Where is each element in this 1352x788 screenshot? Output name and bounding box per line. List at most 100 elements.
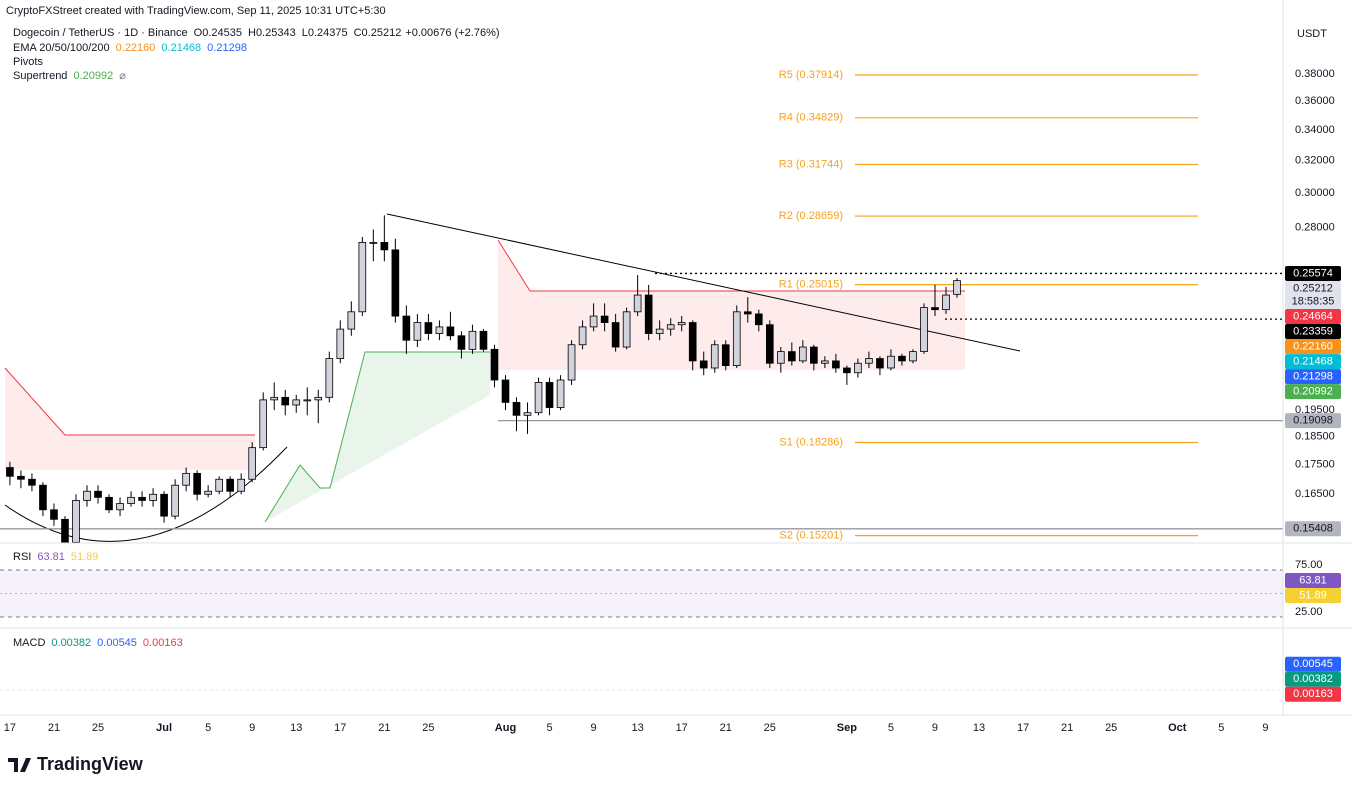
candle-body [61,518,69,543]
candle-body [237,478,245,492]
x-tick-label: 21 [378,722,390,734]
candle-body [127,496,135,504]
candle-body [83,490,91,501]
candle-body [468,330,477,350]
candle-body [523,412,532,416]
candle-body [303,399,312,402]
y-tick-label: 25.00 [1295,606,1323,618]
x-tick-label: 9 [1262,722,1268,734]
candle-body [259,399,268,449]
trendline [4,446,288,542]
candle-body [446,326,455,337]
macd-value: 0.00163 [143,637,183,649]
price-label: 0.00163 [1293,688,1333,700]
x-tick-label: 9 [932,722,938,734]
candle-body [17,475,25,480]
price-label: 63.81 [1299,574,1327,586]
candle-body [402,315,411,341]
attribution: CryptoFXStreet created with TradingView.… [6,5,386,17]
candle-body [611,322,620,348]
candle-body [369,241,378,244]
candle-body [204,490,212,495]
candle-body [281,396,290,406]
countdown: 18:58:35 [1292,295,1335,307]
candle-body [215,478,223,492]
supertrend-line [497,239,965,292]
x-tick-label: 13 [290,722,302,734]
candle-body [270,396,279,401]
ema-value: 0.21468 [161,42,201,54]
candle-body [765,324,774,364]
y-tick-label: 0.30000 [1295,187,1335,199]
candle-body [931,307,939,311]
candle-body [94,490,102,498]
candle-body [435,326,444,334]
x-tick-label: 25 [92,722,104,734]
candle-body [512,402,521,416]
candle-body [193,472,201,495]
supertrend-line [4,367,255,436]
x-tick-label: 25 [1105,722,1117,734]
candle-body [567,344,576,381]
candle-body [887,355,895,369]
candle-body [226,478,234,492]
y-tick-label: 0.16500 [1295,488,1335,500]
x-tick-label: 17 [676,722,688,734]
change: +0.00676 (+2.76%) [405,27,499,39]
candle-body [72,500,80,543]
legend-row: EMA 20/50/100/200 0.22160 0.21468 0.21298 [13,42,247,54]
pivot-label: R2 (0.28659) [779,210,843,222]
candle-body [633,294,642,313]
legend-row: Dogecoin / TetherUS · 1D · Binance O0.245… [13,27,500,39]
pivot-label: R4 (0.34829) [779,112,843,124]
candle-body [413,322,422,341]
x-tick-label: 21 [48,722,60,734]
candle-body [909,351,917,362]
candle-body [490,348,499,381]
candle-body [314,396,323,401]
candle-body [622,311,631,348]
price-label: 0.25574 [1293,267,1333,279]
candle-body [655,328,664,334]
candle-body [28,478,36,486]
x-tick-label: Oct [1168,722,1187,734]
candle-body [457,335,466,350]
price-label-box [1285,338,1341,354]
y-tick-label: 0.28000 [1295,222,1335,234]
candle-body [534,382,543,414]
low: L0.24375 [302,27,348,39]
candle-body [248,447,257,480]
legend-row: RSI 63.81 51.89 [13,551,98,563]
y-tick-label: 0.32000 [1295,154,1335,166]
logo-mark [8,758,31,772]
price-label-box [1285,308,1341,324]
y-tick-label: 0.18500 [1295,431,1335,443]
candle-body [699,360,708,369]
price-label: 51.89 [1299,589,1327,601]
price-label: 0.23359 [1293,325,1333,337]
x-tick-label: Aug [495,722,516,734]
candle-body [39,484,47,511]
candle-body [810,346,818,364]
macd-value: 0.00382 [51,637,91,649]
price-label-box [1285,323,1341,339]
candles [6,215,961,543]
price-label: 0.21468 [1293,356,1333,368]
x-tick-label: 17 [334,722,346,734]
candle-body [953,280,961,295]
pivot-label: R3 (0.31744) [779,158,843,170]
price-label-box [1285,354,1341,370]
price-label-box [1285,413,1341,429]
candle-body [843,367,851,374]
candle-body [171,484,179,517]
x-tick-label: 17 [4,722,16,734]
candle-body [644,294,653,334]
price-label-box [1285,280,1341,309]
price-label: 0.15408 [1293,523,1333,535]
supertrend-fill [265,352,490,522]
y-tick-label: 0.17500 [1295,459,1335,471]
x-tick-label: 5 [205,722,211,734]
x-tick-label: 9 [591,722,597,734]
candle-body [556,379,565,408]
currency: USDT [1297,28,1327,40]
